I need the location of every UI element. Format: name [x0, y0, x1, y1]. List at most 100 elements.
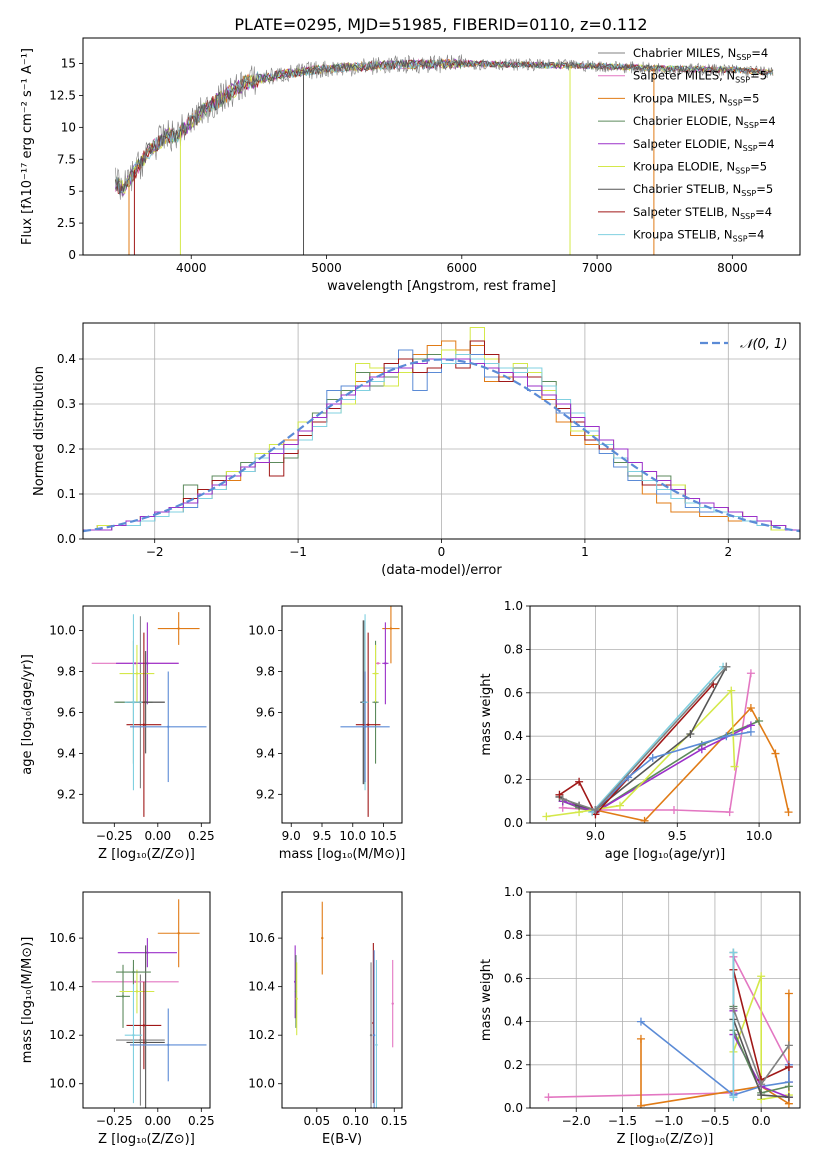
legend-label: Salpeter STELIB, NSSP=4 — [633, 205, 772, 221]
data-point — [376, 662, 380, 665]
plot-area — [293, 901, 394, 1108]
y-tick-label: 0.3 — [57, 397, 76, 411]
data-point — [132, 701, 135, 704]
weight-marker — [697, 745, 706, 754]
x-tick-label: 0.00 — [144, 1114, 171, 1128]
weight-marker — [670, 805, 678, 814]
y-tick-label: 9.2 — [256, 787, 275, 801]
y-tick-label: 0.8 — [504, 928, 523, 942]
normal-curve — [83, 358, 800, 533]
data-point — [167, 1043, 170, 1047]
y-tick-label: 1.0 — [504, 885, 523, 899]
x-tick-label: 9.5 — [312, 829, 331, 843]
y-tick-label: 10 — [61, 120, 76, 134]
x-axis-label: wavelength [Angstrom, rest frame] — [327, 279, 556, 294]
legend-label: Kroupa MILES, NSSP=5 — [633, 91, 759, 107]
y-tick-label: 0.4 — [504, 729, 523, 743]
weight-marker — [730, 762, 739, 771]
legend-label: Kroupa STELIB, NSSP=4 — [633, 228, 764, 244]
weight-marker — [784, 1062, 793, 1071]
data-point — [121, 995, 125, 998]
plot-area — [91, 899, 207, 1108]
x-tick-label: 7000 — [582, 261, 613, 275]
legend-label: Salpeter MILES, NSSP=5 — [633, 69, 767, 85]
weight-marker — [784, 808, 793, 817]
weight-marker — [771, 749, 780, 758]
x-tick-label: −2.0 — [562, 1114, 591, 1128]
weight-marker — [636, 1017, 645, 1026]
chart-spectrum: 4000 5000 6000 7000 8000 0 2.5 5 7.5 10 12.5 15 wave… — [20, 37, 801, 294]
x-tick-label: 0.10 — [342, 1114, 369, 1128]
weight-marker — [784, 1093, 793, 1102]
weight-marker — [784, 1041, 793, 1050]
y-tick-label: 10.2 — [49, 1028, 76, 1042]
weight-marker — [729, 1093, 738, 1102]
weight-marker — [636, 1101, 645, 1108]
legend-label: Salpeter ELODIE, NSSP=4 — [633, 137, 775, 153]
weight-marker — [746, 669, 755, 678]
y-axis-label: age [log₁₀(age/yr)] — [20, 654, 35, 775]
weight-marker — [591, 805, 600, 814]
x-tick-label: 10.0 — [746, 829, 773, 843]
data-point — [139, 1038, 142, 1042]
weight-marker — [784, 989, 793, 998]
weight-marker — [648, 753, 657, 762]
x-tick-label: 4000 — [176, 261, 207, 275]
x-tick-label: 9.5 — [668, 829, 687, 843]
data-point — [135, 990, 139, 993]
data-point — [133, 980, 137, 983]
y-tick-label: 10.0 — [49, 1077, 76, 1091]
weight-marker — [757, 972, 766, 981]
y-tick-label: 0.6 — [504, 971, 523, 985]
y-tick-label: 9.4 — [256, 746, 275, 760]
y-tick-label: 1.0 — [504, 599, 523, 613]
weight-line — [732, 975, 790, 1101]
y-tick-label: 2.5 — [57, 216, 76, 230]
chart-age-vs-Z: −0.25 0.00 0.25 9.2 9.4 9.6 9.8 10.0 Z [log₁₀(Z/… — [20, 605, 215, 862]
y-tick-label: 9.8 — [256, 665, 275, 679]
plot-area — [544, 948, 793, 1108]
x-axis-label: Z [log₁₀(Z/Z⊙)] — [98, 1132, 195, 1147]
x-tick-label: 0.25 — [188, 829, 215, 843]
weight-line — [559, 666, 728, 811]
histogram-step — [83, 354, 800, 539]
y-tick-label: 0.0 — [504, 1101, 523, 1115]
plot-area — [340, 606, 400, 817]
weight-marker — [746, 703, 755, 712]
y-tick-label: 10.6 — [248, 931, 275, 945]
y-tick-label: 0.6 — [504, 686, 523, 700]
chart-mass-weight-vs-age: 9.0 9.5 10.0 0.0 0.2 0.4 0.6 0.8 1.0 age [log₁₀(a… — [479, 599, 801, 862]
y-axis-label: mass weight — [479, 673, 494, 755]
data-point — [146, 951, 149, 954]
weight-marker — [722, 662, 731, 671]
y-axis-label: Flux [fλ10⁻¹⁷ erg cm⁻² s⁻¹ A⁻¹] — [20, 48, 35, 245]
y-tick-label: 0.1 — [57, 487, 76, 501]
axes-frame — [529, 891, 801, 1109]
y-tick-label: 0.2 — [57, 442, 76, 456]
chart-mass-weight-vs-Z: −2.0 −1.5 −1.0 −0.5 0.0 0.0 0.2 0.4 0.6 0.8 1.0 Z [… — [479, 885, 801, 1147]
y-tick-label: 9.6 — [57, 705, 76, 719]
y-axis-label: mass [log₁₀(M/M⊙)] — [20, 937, 35, 1064]
y-tick-label: 9.6 — [256, 705, 275, 719]
data-point — [375, 1043, 378, 1047]
data-point — [384, 662, 387, 665]
weight-marker — [640, 816, 649, 823]
x-tick-label: 0 — [438, 545, 446, 559]
x-tick-label: 9.0 — [282, 829, 301, 843]
x-tick-label: −0.25 — [96, 829, 133, 843]
x-tick-label: 10.5 — [370, 829, 397, 843]
x-tick-label: 0.00 — [144, 829, 171, 843]
y-tick-label: 10.2 — [248, 1028, 275, 1042]
weight-marker — [575, 777, 584, 786]
data-point — [142, 1024, 146, 1027]
weight-line — [562, 666, 727, 811]
y-tick-label: 0.0 — [504, 816, 523, 830]
weight-line — [559, 683, 714, 816]
y-tick-label: 10.4 — [49, 980, 76, 994]
y-tick-label: 0.8 — [504, 642, 523, 656]
data-point — [389, 627, 393, 630]
y-tick-label: 9.4 — [57, 746, 76, 760]
weight-marker — [555, 790, 564, 799]
axes-frame — [82, 37, 801, 256]
